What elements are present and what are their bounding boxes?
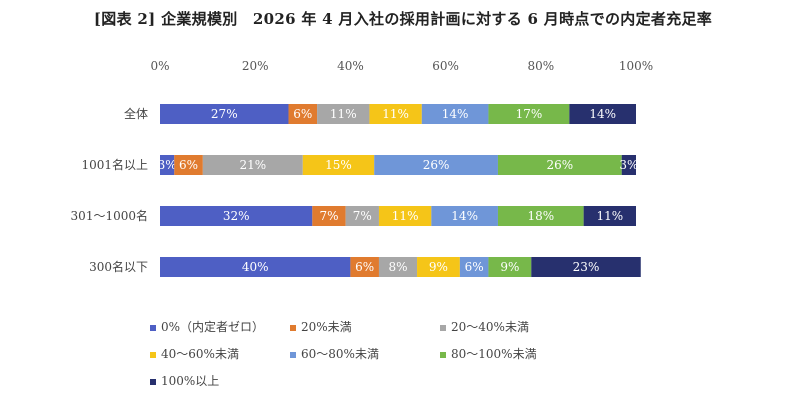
bar-segment xyxy=(350,257,379,277)
legend-item: 0%（内定者ゼロ） xyxy=(150,318,264,335)
category-label: 300名以下 xyxy=(89,259,148,274)
data-label: 26% xyxy=(423,158,450,172)
bar-segment xyxy=(378,206,432,226)
bar-segment xyxy=(374,155,498,175)
data-label: 18% xyxy=(527,209,554,223)
bar-segment xyxy=(569,104,636,124)
bar-segment xyxy=(345,206,379,226)
bar-segment xyxy=(531,257,641,277)
bar-segment xyxy=(459,257,489,277)
data-label: 8% xyxy=(388,260,407,274)
legend-label: 40～60%未満 xyxy=(161,347,239,361)
data-label: 14% xyxy=(589,107,616,121)
bar-segment xyxy=(302,155,375,175)
data-label: 6% xyxy=(465,260,484,274)
data-label: 17% xyxy=(516,107,543,121)
data-label: 9% xyxy=(429,260,448,274)
data-label: 21% xyxy=(239,158,266,172)
category-label: 全体 xyxy=(124,106,148,121)
legend-label: 100%以上 xyxy=(161,374,220,388)
legend-label: 80～100%未満 xyxy=(451,347,537,361)
x-tick-label: 20% xyxy=(242,59,269,73)
bar-segment xyxy=(488,104,570,124)
data-label: 14% xyxy=(451,209,478,223)
x-tick-label: 60% xyxy=(432,59,459,73)
category-label: 1001名以上 xyxy=(81,157,148,172)
data-label: 6% xyxy=(293,107,312,121)
legend-label: 0%（内定者ゼロ） xyxy=(161,320,265,334)
data-label: 3% xyxy=(619,158,638,172)
category-label: 301～1000名 xyxy=(71,208,148,223)
bar-segment xyxy=(488,257,532,277)
data-label: 26% xyxy=(547,158,574,172)
data-label: 32% xyxy=(223,209,250,223)
bar-segment xyxy=(160,104,289,124)
bar-segment xyxy=(174,155,203,175)
bar-segment xyxy=(583,206,636,226)
x-tick-label: 0% xyxy=(150,59,169,73)
legend-swatch xyxy=(150,324,156,331)
bar-segment xyxy=(317,104,370,124)
x-tick-label: 100% xyxy=(619,59,653,73)
bar-segment xyxy=(497,206,584,226)
legend-item: 40～60%未満 xyxy=(150,345,239,362)
legend-swatch xyxy=(290,324,296,331)
data-label: 40% xyxy=(242,260,269,274)
legend-label: 20%未満 xyxy=(301,320,352,334)
legend-swatch xyxy=(290,351,296,358)
bar-segment xyxy=(417,257,460,277)
legend-swatch xyxy=(440,351,446,358)
bar-segment xyxy=(378,257,418,277)
x-tick-label: 80% xyxy=(527,59,554,73)
bar-segment xyxy=(497,155,622,175)
legend-item: 80～100%未満 xyxy=(440,345,537,362)
data-label: 7% xyxy=(353,209,372,223)
bar-segment xyxy=(421,104,489,124)
x-tick-label: 40% xyxy=(337,59,364,73)
data-label: 11% xyxy=(382,107,409,121)
bar-segment xyxy=(160,155,175,175)
data-label: 27% xyxy=(211,107,238,121)
data-label: 11% xyxy=(596,209,623,223)
legend-swatch xyxy=(440,324,446,331)
data-label: 7% xyxy=(319,209,338,223)
bar-segment xyxy=(160,206,313,226)
data-label: 6% xyxy=(355,260,374,274)
bar-segment xyxy=(369,104,422,124)
legend-swatch xyxy=(150,378,156,385)
data-label: 15% xyxy=(325,158,352,172)
chart-title: [図表 2] 企業規模別 2026 年 4 月入社の採用計画に対する 6 月時点… xyxy=(93,10,713,28)
legend-label: 60～80%未満 xyxy=(301,347,379,361)
bar-segment xyxy=(202,155,303,175)
data-label: 3% xyxy=(158,158,177,172)
bar-segment xyxy=(431,206,498,226)
data-label: 11% xyxy=(330,107,357,121)
legend-item: 20%未満 xyxy=(290,318,352,335)
data-label: 6% xyxy=(179,158,198,172)
bar-segment xyxy=(288,104,318,124)
legend-item: 20～40%未満 xyxy=(440,318,529,335)
data-label: 11% xyxy=(392,209,419,223)
legend-swatch xyxy=(150,351,156,358)
data-label: 23% xyxy=(573,260,600,274)
legend-item: 100%以上 xyxy=(150,372,219,389)
legend-item: 60～80%未満 xyxy=(290,345,379,362)
bar-segment xyxy=(621,155,636,175)
legend-label: 20～40%未満 xyxy=(451,320,529,334)
data-label: 9% xyxy=(500,260,519,274)
data-label: 14% xyxy=(442,107,469,121)
bar-segment xyxy=(160,257,351,277)
bar-segment xyxy=(312,206,346,226)
